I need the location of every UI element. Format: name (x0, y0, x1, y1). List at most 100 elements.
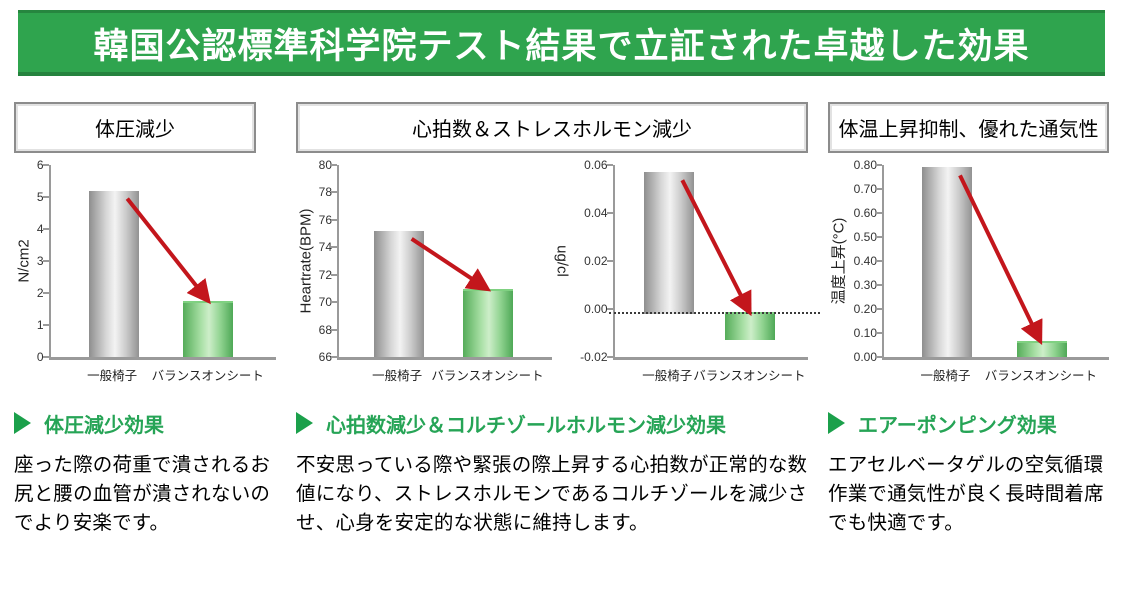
y-axis-ticks: 0.00 0.10 0.20 0.30 0.40 0.50 0.60 0.70 0.80 (848, 159, 882, 363)
x-category-label: 一般椅子 (372, 369, 423, 383)
tick-mark (876, 308, 882, 310)
x-category-label: バランスオンシート (431, 369, 544, 383)
y-tick-label: 0.20 (853, 302, 877, 316)
y-axis-label: Heartrate(BPM) (296, 165, 316, 357)
effect-heading-row: 心拍数減少＆コルチゾールホルモン減少効果 (296, 409, 808, 437)
tick-mark (42, 196, 49, 198)
y-tick-label: 78 (318, 185, 332, 200)
triangle-bullet-icon (828, 412, 845, 434)
effect-heading: エアーポンピング効果 (858, 414, 1057, 437)
triangle-bullet-icon (14, 412, 31, 434)
bar (643, 172, 694, 314)
tick-mark (331, 301, 337, 304)
tick-mark (876, 356, 882, 358)
x-category-label: バランスオンシート (151, 369, 264, 383)
header-banner: 韓国公認標準科学院テスト結果で立証された卓越した効果 (18, 10, 1105, 76)
y-axis-label: ug/cl (552, 165, 572, 357)
plot-area (331, 164, 552, 360)
tick-mark (42, 228, 49, 230)
section-pressure: 体圧減少 N/cm2 0 1 2 3 4 5 6 一般椅子 バランスオンシート 体圧減少効果 座っ… (14, 102, 276, 538)
tick-mark (876, 284, 882, 286)
effect-heading-row: エアーポンピング効果 (828, 409, 1109, 437)
y-axis-label: 温度上昇(°C) (828, 165, 848, 357)
tick-mark (606, 164, 613, 166)
section-title-box: 体圧減少 (14, 102, 256, 153)
dotted-zero-line (608, 311, 820, 314)
tick-mark (606, 260, 613, 262)
x-category-label: バランスオンシート (693, 369, 806, 383)
effect-heading-row: 体圧減少効果 (14, 409, 276, 437)
y-axis-ticks: 0 1 2 3 4 5 6 (34, 159, 49, 363)
y-tick-label: 6 (36, 158, 44, 172)
charts-row: N/cm2 0 1 2 3 4 5 6 一般椅子 バランスオンシート (14, 159, 276, 391)
tick-mark (331, 164, 337, 166)
tick-mark (876, 188, 882, 190)
y-tick-label: 68 (318, 322, 332, 337)
temperature-chart: 温度上昇(°C) 0.00 0.10 0.20 0.30 0.40 0.50 0.60 0.70… (828, 159, 1109, 391)
bar (183, 300, 234, 357)
y-tick-label: 74 (318, 240, 332, 255)
section-title: 体温上昇抑制、優れた通気性 (838, 119, 1099, 141)
y-tick-label: 0.10 (853, 326, 877, 340)
y-tick-label: 3 (36, 254, 44, 268)
tick-mark (42, 356, 49, 358)
bar (88, 190, 139, 357)
content-columns: 体圧減少 N/cm2 0 1 2 3 4 5 6 一般椅子 バランスオンシート 体圧減少効果 座っ… (14, 102, 1109, 538)
description-text: エアセルベータゲルの空気循環作業で通気性が良く長時間着席でも快適です。 (828, 454, 1104, 534)
y-tick-label: 0 (36, 350, 44, 364)
y-tick-label: 0.80 (853, 158, 877, 172)
bar (463, 289, 514, 357)
y-tick-label: 0.00 (584, 302, 608, 316)
bar (1016, 340, 1067, 357)
section-temperature: 体温上昇抑制、優れた通気性 温度上昇(°C) 0.00 0.10 0.20 0.30 0.… (828, 102, 1109, 538)
y-tick-label: 0.50 (853, 230, 877, 244)
y-axis-ticks: 66 68 70 72 74 76 78 80 (316, 159, 337, 363)
charts-row: Heartrate(BPM) 66 68 70 72 74 76 78 80 一般椅子 バランスオン… (296, 159, 820, 391)
y-tick-label: -0.02 (580, 350, 608, 364)
section-title: 体圧減少 (95, 119, 175, 141)
tick-mark (331, 356, 337, 358)
y-axis-label-text: N/cm2 (15, 239, 33, 283)
tick-mark (42, 324, 49, 326)
trend-arrow-icon (958, 174, 1043, 346)
pressure-chart: N/cm2 0 1 2 3 4 5 6 一般椅子 バランスオンシート (14, 159, 276, 391)
tick-mark (606, 356, 613, 358)
x-category-label: 一般椅子 (87, 369, 138, 383)
tick-mark (876, 236, 882, 238)
y-axis-label-text: 温度上昇(°C) (830, 217, 848, 305)
y-tick-label: 0.30 (853, 278, 877, 292)
triangle-bullet-icon (296, 412, 313, 434)
bar (373, 230, 424, 357)
effect-heading: 心拍数減少＆コルチゾールホルモン減少効果 (326, 414, 726, 437)
y-axis-ticks: 0.06 0.04 0.02 0.00 -0.02 (572, 159, 613, 363)
y-tick-label: 2 (36, 286, 44, 300)
x-axis-labels: 一般椅子 バランスオンシート (882, 365, 1109, 385)
y-tick-label: 66 (318, 350, 332, 364)
header-title: 韓国公認標準科学院テスト結果で立証された卓越した効果 (93, 26, 1030, 66)
tick-mark (606, 212, 613, 214)
tick-mark (331, 328, 337, 331)
y-tick-label: 5 (36, 190, 44, 204)
y-tick-label: 0.40 (853, 254, 877, 268)
tick-mark (606, 308, 613, 310)
tick-mark (42, 292, 49, 294)
plot-area (876, 164, 1109, 360)
section-title: 心拍数＆ストレスホルモン減少 (412, 119, 692, 141)
x-category-label: 一般椅子 (920, 369, 971, 383)
plot-area (606, 164, 820, 360)
trend-arrow-icon (125, 197, 211, 305)
plot-area-wrap: 一般椅子 バランスオンシート (331, 164, 552, 385)
y-axis-label-text: Heartrate(BPM) (297, 208, 315, 314)
y-tick-label: 0.00 (853, 350, 877, 364)
section-title-box: 心拍数＆ストレスホルモン減少 (296, 102, 808, 153)
bar (724, 311, 775, 341)
y-tick-label: 0.02 (584, 254, 608, 268)
tick-mark (42, 260, 49, 262)
description-text: 不安思っている際や緊張の際上昇する心拍数が正常的な数値になり、ストレスホルモンで… (296, 454, 808, 534)
heartrate-chart: Heartrate(BPM) 66 68 70 72 74 76 78 80 一般椅子 バランスオン… (296, 159, 552, 391)
x-category-label: バランスオンシート (984, 369, 1098, 383)
charts-row: 温度上昇(°C) 0.00 0.10 0.20 0.30 0.40 0.50 0.60 0.70… (828, 159, 1109, 391)
section-heartrate-stress: 心拍数＆ストレスホルモン減少 Heartrate(BPM) 66 68 70 72 74 7… (296, 102, 820, 538)
y-tick-label: 0.04 (584, 206, 608, 220)
